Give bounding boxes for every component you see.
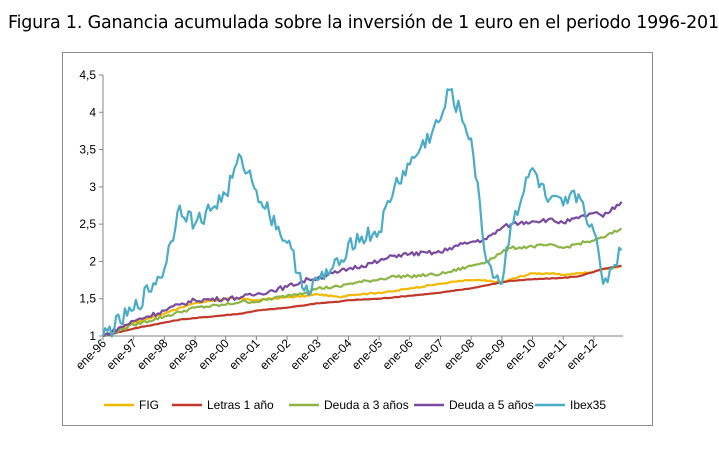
y-tick-label: 2,5 bbox=[79, 217, 96, 231]
legend-label-letras-1-a-o: Letras 1 año bbox=[207, 398, 274, 412]
x-tick-label: ene-03 bbox=[288, 336, 325, 373]
y-tick-label: 1,5 bbox=[79, 292, 96, 306]
y-tick-label: 3,5 bbox=[79, 143, 96, 157]
y-tick-label: 2 bbox=[89, 254, 96, 268]
series-line-letras-1-a-o bbox=[102, 264, 622, 338]
x-tick-label: ene-99 bbox=[165, 336, 202, 373]
x-tick-label: ene-00 bbox=[196, 336, 233, 373]
chart-frame bbox=[62, 52, 653, 426]
series-line-ibex35 bbox=[101, 87, 623, 338]
y-tick-label: 3 bbox=[89, 180, 96, 194]
x-tick-label: ene-09 bbox=[472, 336, 509, 373]
x-tick-label: ene-02 bbox=[257, 336, 294, 373]
x-tick-label: ene-97 bbox=[103, 336, 140, 373]
y-tick-label: 4 bbox=[89, 105, 96, 119]
x-tick-label: ene-07 bbox=[410, 336, 447, 373]
x-tick-label: ene-11 bbox=[534, 336, 570, 372]
x-tick-label: ene-01 bbox=[226, 336, 263, 373]
legend-label-ibex35: Ibex35 bbox=[570, 398, 606, 412]
series-line-deuda-a-5-a-os bbox=[102, 201, 623, 337]
legend-label-deuda-a-5-a-os: Deuda a 5 años bbox=[449, 398, 534, 412]
x-tick-label: ene-98 bbox=[134, 336, 171, 373]
series-line-fig bbox=[102, 265, 622, 337]
legend-label-deuda-a-3-a-os: Deuda a 3 años bbox=[324, 398, 409, 412]
y-tick-label: 1 bbox=[89, 329, 96, 343]
x-tick-label: ene-12 bbox=[564, 336, 601, 373]
x-tick-label: ene-05 bbox=[349, 336, 386, 373]
x-tick-label: ene-08 bbox=[441, 336, 478, 373]
series-line-deuda-a-3-a-os bbox=[102, 227, 623, 338]
x-tick-label: ene-06 bbox=[380, 336, 417, 373]
x-tick-label: ene-04 bbox=[318, 336, 355, 373]
x-tick-label: ene-10 bbox=[502, 336, 539, 373]
y-tick-label: 4,5 bbox=[79, 68, 96, 82]
legend-label-fig: FIG bbox=[139, 398, 159, 412]
figure-caption: Figura 1. Ganancia acumulada sobre la in… bbox=[8, 13, 719, 33]
